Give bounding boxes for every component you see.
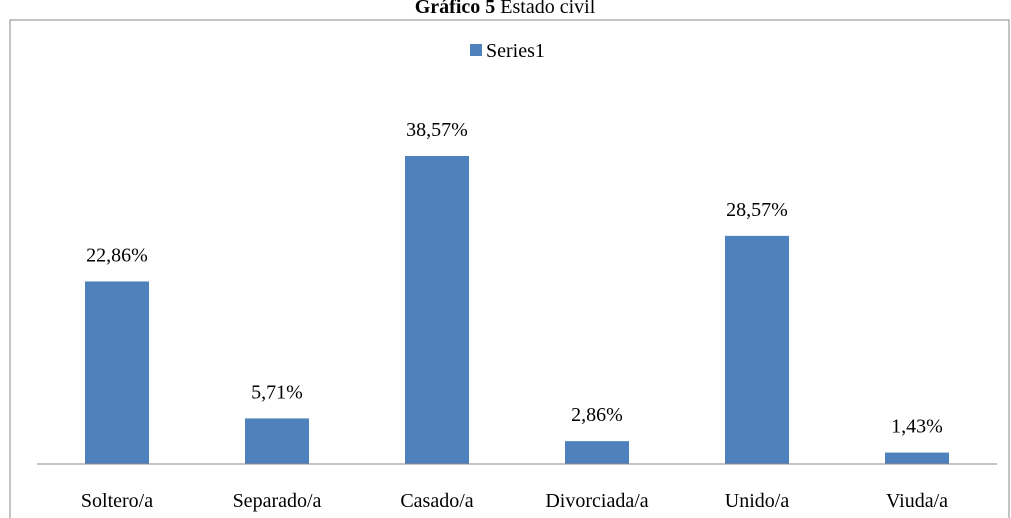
x-tick-label: Separado/a bbox=[233, 490, 322, 512]
title-label: Gráfico 5 bbox=[415, 0, 496, 18]
legend-swatch bbox=[470, 44, 482, 56]
value-label: 1,43% bbox=[891, 416, 943, 438]
bar bbox=[725, 235, 789, 464]
x-tick-label: Divorciada/a bbox=[545, 490, 648, 512]
value-label: 5,71% bbox=[251, 381, 303, 403]
value-label: 2,86% bbox=[571, 404, 623, 426]
title-text: Estado civil bbox=[500, 0, 595, 18]
bar bbox=[405, 156, 469, 464]
value-label: 22,86% bbox=[86, 244, 148, 266]
bar bbox=[885, 452, 949, 464]
chart-frame bbox=[9, 19, 1010, 518]
x-tick-label: Soltero/a bbox=[81, 490, 153, 512]
bar bbox=[245, 418, 309, 464]
legend-label: Series1 bbox=[486, 40, 545, 62]
bar bbox=[85, 281, 149, 464]
bar bbox=[565, 441, 629, 464]
value-label: 38,57% bbox=[406, 119, 468, 141]
x-tick-label: Casado/a bbox=[400, 490, 473, 512]
value-label: 28,57% bbox=[726, 199, 788, 221]
chart-title: Gráfico 5 Estado civil bbox=[415, 0, 596, 18]
x-tick-label: Viuda/a bbox=[886, 490, 948, 512]
x-tick-label: Unido/a bbox=[725, 490, 790, 512]
